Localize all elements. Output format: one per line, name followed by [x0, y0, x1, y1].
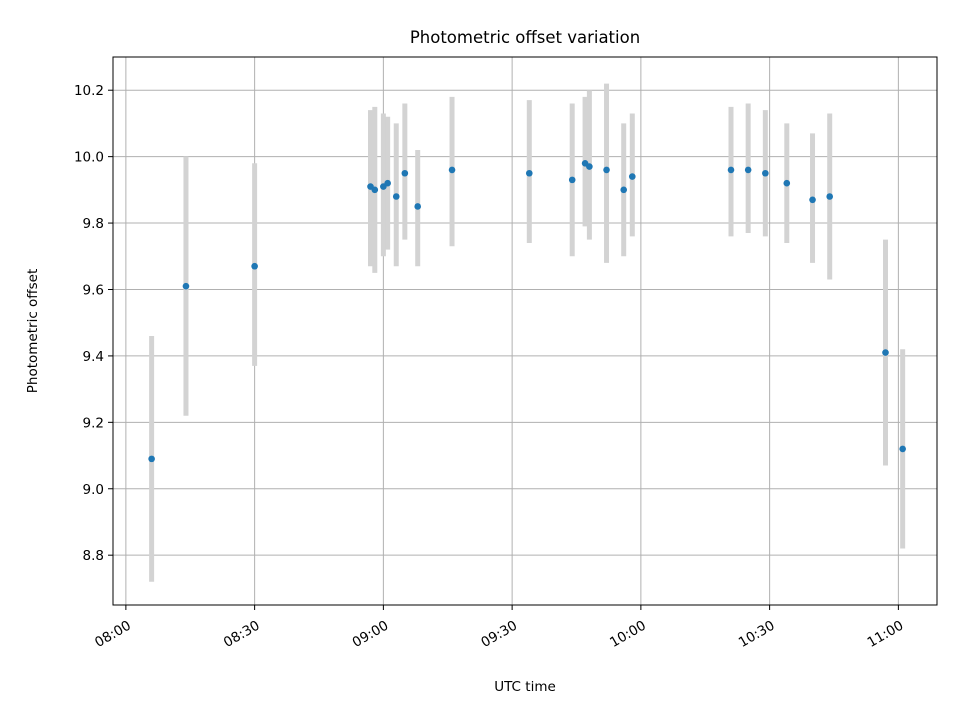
y-tick-label: 8.8 — [83, 548, 104, 564]
x-tick-label: 08:00 — [92, 618, 134, 651]
chart-title: Photometric offset variation — [410, 28, 640, 47]
data-point — [586, 163, 593, 170]
data-point — [628, 173, 636, 180]
x-tick-label: 10:00 — [607, 618, 649, 651]
y-tick-label: 9.0 — [83, 482, 104, 498]
y-tick-label: 9.8 — [83, 216, 104, 232]
x-tick-label: 10:30 — [736, 618, 778, 651]
data-point — [727, 166, 735, 174]
data-point — [182, 282, 190, 290]
y-tick-label: 9.2 — [83, 415, 104, 431]
data-point — [809, 196, 816, 204]
data-point — [899, 445, 906, 453]
axis-ticks: 08:00 08:30 09:00 09:30 10:00 10:30 11:00 8.8 9.… — [74, 83, 906, 651]
x-axis-label: UTC time — [494, 679, 556, 695]
x-tick-label: 11:00 — [865, 618, 907, 651]
grid — [113, 57, 937, 605]
data-point — [148, 455, 155, 463]
error-bars — [149, 83, 906, 582]
data-point — [744, 166, 752, 174]
data-point — [392, 193, 400, 200]
x-tick-label: 09:00 — [350, 618, 392, 651]
data-point — [251, 262, 258, 270]
data-point — [525, 169, 533, 177]
x-tick-label: 09:30 — [478, 618, 520, 651]
y-tick-label: 10.2 — [74, 83, 104, 99]
data-point — [371, 186, 379, 194]
data-point — [568, 176, 576, 184]
y-axis-label: Photometric offset — [25, 269, 41, 393]
y-tick-label: 9.4 — [83, 349, 104, 365]
data-point — [783, 179, 791, 187]
data-point — [882, 349, 889, 356]
data-point — [620, 186, 628, 194]
plot-frame — [112, 56, 938, 606]
y-tick-label: 9.6 — [83, 282, 104, 298]
y-tick-label: 10.0 — [74, 150, 104, 166]
data-point — [826, 193, 834, 200]
data-point — [384, 179, 391, 187]
data-point — [448, 166, 456, 174]
data-point — [762, 169, 769, 177]
data-points — [148, 159, 906, 463]
data-point — [603, 166, 610, 174]
x-tick-label: 08:30 — [221, 618, 263, 651]
data-point — [401, 169, 409, 177]
data-point — [414, 203, 422, 210]
